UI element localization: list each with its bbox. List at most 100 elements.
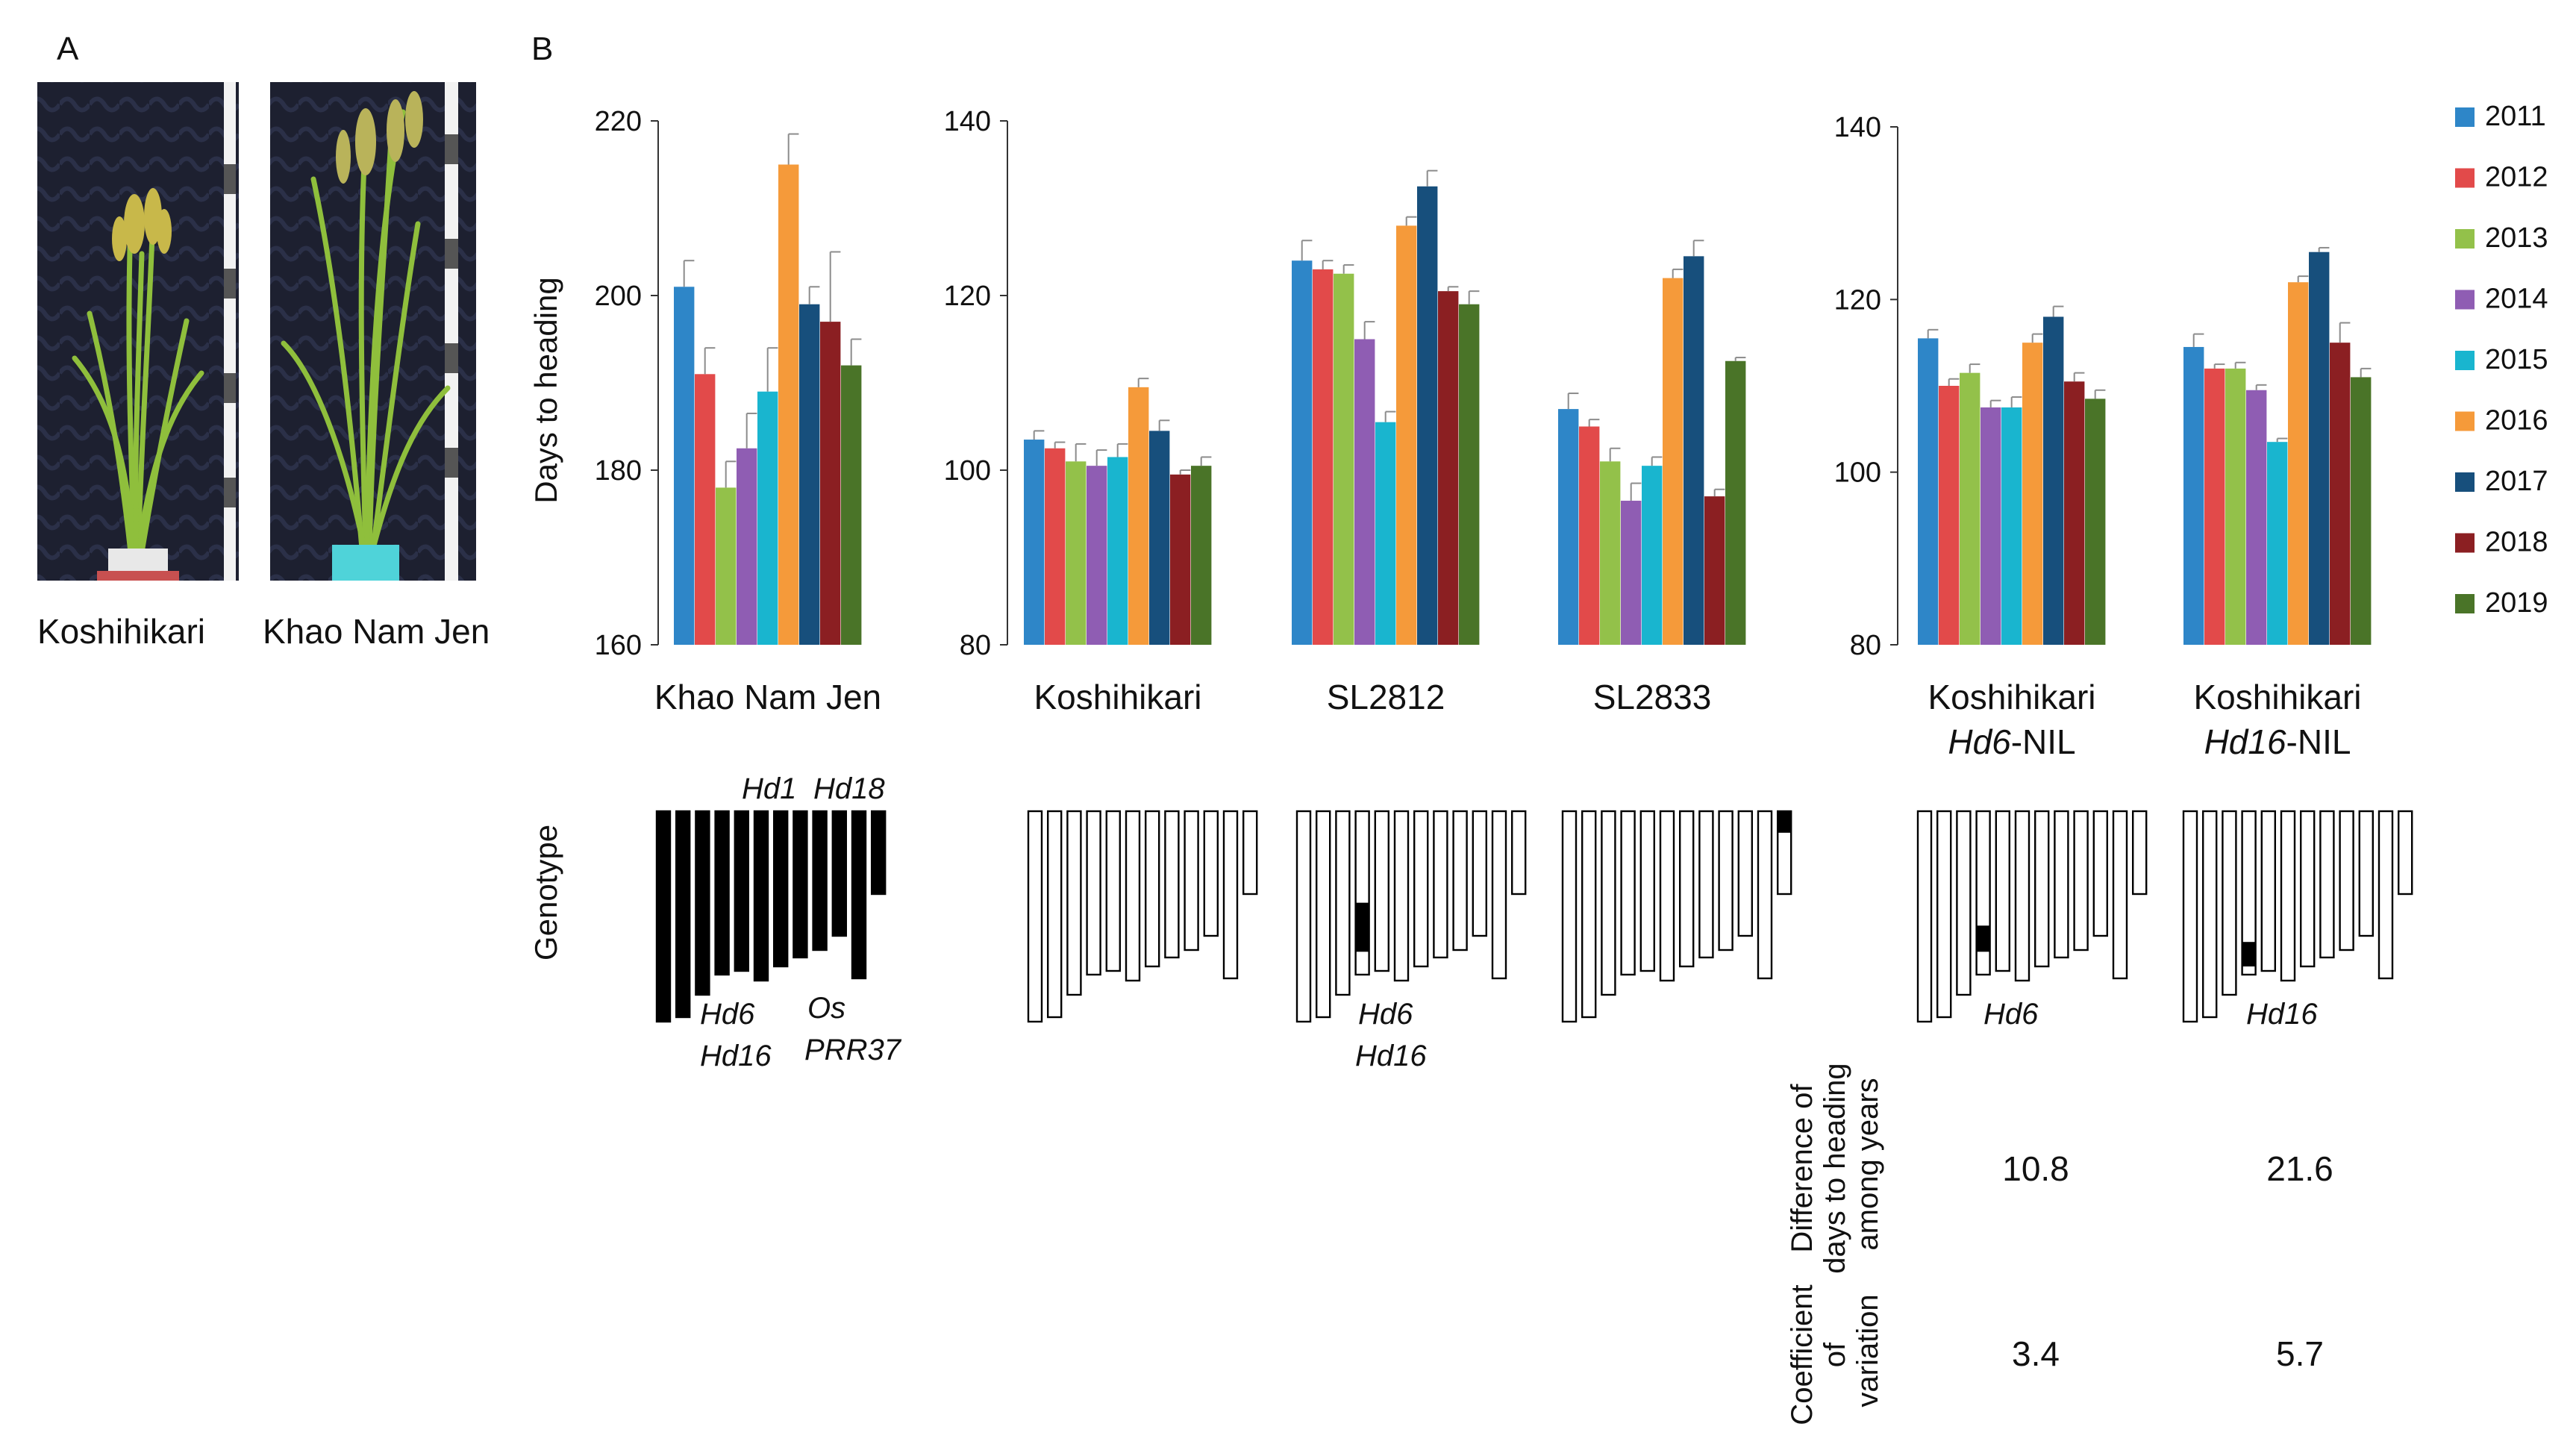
bar-2014 — [1621, 500, 1642, 645]
category-label: SL2812 — [1327, 678, 1445, 716]
chromosome-1 — [2182, 810, 2198, 1023]
bar-2019 — [1191, 466, 1212, 645]
y-tick-label: 140 — [944, 106, 991, 137]
chromosome-8 — [793, 810, 808, 959]
legend-swatch-2016 — [2455, 411, 2475, 431]
chromosome-11 — [2378, 810, 2394, 980]
bar-2017 — [1149, 431, 1170, 645]
bar-2011 — [1558, 409, 1579, 645]
chromosome-11 — [1222, 810, 1239, 980]
legend-label-2017: 2017 — [2485, 466, 2548, 497]
bar-2012 — [695, 374, 716, 645]
bar-2016 — [1128, 387, 1149, 645]
chromosome-1 — [1027, 810, 1043, 1023]
chromosome-2 — [2201, 810, 2218, 1019]
genotype-6 — [2182, 810, 2413, 1023]
chromosome-8 — [1698, 810, 1714, 959]
y-tick-label: 100 — [1834, 457, 1881, 489]
gene-label-hd6: Hd6 — [700, 998, 755, 1031]
gene-label-sl2812-hd6: Hd6 — [1358, 998, 1413, 1031]
chromosome-6 — [2014, 810, 2031, 982]
difference-value-hd16-nil: 21.6 — [2266, 1149, 2333, 1188]
chromosome-6 — [753, 810, 769, 982]
chromosome-9 — [1452, 810, 1468, 952]
gene-label-hd16: Hd16 — [700, 1040, 772, 1072]
difference-label-line-2: days to heading — [1819, 1063, 1851, 1273]
chromosome-11 — [1491, 810, 1507, 980]
bar-2012 — [1579, 426, 1600, 645]
bar-2018 — [2064, 381, 2085, 645]
bar-2013 — [1960, 372, 1981, 645]
y-tick-label: 200 — [595, 281, 642, 312]
chromosome-4 — [714, 810, 730, 976]
bar-2013 — [1600, 461, 1621, 645]
chromosome-10 — [831, 810, 848, 937]
genotype-layer — [655, 810, 2413, 1023]
category-label-line-2: Hd6-NIL — [1948, 722, 2075, 761]
bar-2015 — [1375, 422, 1396, 645]
chromosome-3 — [1601, 810, 1616, 996]
y-tick-label: 140 — [1834, 112, 1881, 143]
charts: 160 180 200 220 Khao Nam Jen 80 100 120 140 Koshi… — [595, 106, 2372, 761]
introgression-segment — [1778, 811, 1792, 833]
chromosome-11 — [1757, 810, 1773, 980]
chromosome-10 — [1203, 810, 1219, 937]
legend-swatch-2014 — [2455, 290, 2475, 310]
category-label-line-2: Hd16-NIL — [2204, 722, 2351, 761]
y-tick-label: 120 — [944, 281, 991, 312]
chromosome-7 — [2299, 810, 2316, 968]
genotype-row-label: Genotype — [528, 825, 563, 960]
legend-label-2013: 2013 — [2485, 222, 2548, 254]
chromosome-6 — [2280, 810, 2296, 982]
bar-2015 — [1642, 466, 1663, 645]
cv-label-line-2: of — [1819, 1342, 1851, 1367]
chromosome-7 — [1144, 810, 1160, 968]
bar-2019 — [1725, 360, 1746, 645]
chromosome-10 — [1737, 810, 1754, 937]
genotype-3 — [1295, 810, 1527, 1023]
chromosome-3 — [1066, 810, 1082, 996]
legend-label-2016: 2016 — [2485, 405, 2548, 437]
bar-2012 — [2204, 368, 2225, 645]
category-label: SL2833 — [1593, 678, 1712, 716]
chromosome-10 — [1472, 810, 1488, 937]
bar-2015 — [2267, 442, 2288, 645]
bar-2014 — [737, 448, 757, 645]
chromosome-10 — [2358, 810, 2375, 937]
category-suffix: -NIL — [2011, 722, 2076, 761]
chromosome-7 — [772, 810, 789, 968]
chromosome-8 — [2054, 810, 2069, 959]
category-gene: Hd6 — [1948, 722, 2011, 761]
chromosome-12 — [1510, 810, 1527, 896]
chromosome-5 — [734, 810, 749, 972]
chromosome-3 — [1956, 810, 1972, 996]
bar-2012 — [1045, 448, 1066, 645]
legend: 2011 2012 2013 2014 2015 2016 2017 2018 2019 — [2455, 101, 2548, 619]
bar-2016 — [2288, 282, 2309, 645]
introgression-segment — [1355, 902, 1369, 952]
y-tick-label: 100 — [944, 455, 991, 487]
chromosome-8 — [1433, 810, 1448, 959]
legend-swatch-2017 — [2455, 472, 2475, 492]
cv-label-line-3: variation — [1851, 1294, 1884, 1407]
bar-2016 — [2022, 343, 2043, 645]
legend-label-2011: 2011 — [2485, 101, 2546, 132]
legend-swatch-2011 — [2455, 107, 2475, 127]
chromosome-12 — [2131, 810, 2148, 896]
chromosome-3 — [2222, 810, 2237, 996]
bar-2016 — [1663, 278, 1684, 645]
bar-2017 — [1684, 256, 1704, 646]
chromosome-6 — [1393, 810, 1410, 982]
bar-2018 — [1438, 291, 1459, 645]
introgression-segment — [2242, 942, 2256, 967]
bar-2012 — [1939, 386, 1960, 645]
panel-letter-b: B — [531, 31, 553, 67]
chromosome-2 — [1315, 810, 1331, 1019]
bar-2016 — [1396, 225, 1417, 645]
bar-2018 — [1170, 474, 1191, 645]
bar-2018 — [2330, 343, 2351, 645]
difference-label: Difference of days to heading among year… — [1786, 1054, 1884, 1274]
category-label: Koshihikari — [2194, 678, 2362, 716]
chromosome-7 — [1678, 810, 1695, 968]
